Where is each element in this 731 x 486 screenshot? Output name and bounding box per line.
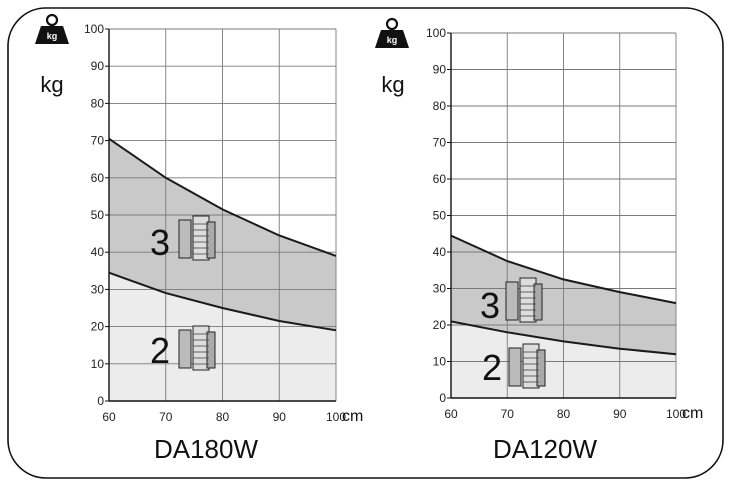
y-tick-label: 40 [433,245,447,259]
y-tick-label: 10 [91,357,105,371]
x-tick-label: 80 [216,410,230,424]
hinge-leaf-left [505,281,519,321]
y-tick-label: 100 [84,22,104,36]
x-tick-label: 70 [501,407,515,421]
y-tick-label: 0 [439,391,446,405]
y-tick-label: 70 [433,136,447,150]
x-tick-label: 100 [326,410,346,424]
y-tick-label: 10 [433,355,447,369]
weight-icon-body [35,26,69,44]
y-axis-unit: kg [381,72,404,97]
x-tick-label: 60 [444,407,458,421]
y-tick-label: 50 [91,208,105,222]
hinge-leaf-right [536,349,546,387]
y-tick-label: 40 [91,245,105,259]
weight-icon-ring [385,17,399,31]
y-tick-label: 30 [91,282,105,296]
band-label-3: 3 [480,285,500,326]
y-tick-label: 0 [97,394,104,408]
hinge-leaf-right [206,221,216,259]
y-tick-label: 80 [91,96,105,110]
chart-title: DA120W [493,434,597,464]
y-tick-label: 60 [433,172,447,186]
weight-icon-label: kg [387,35,398,45]
weight-icon-ring [45,13,59,27]
y-tick-label: 20 [433,318,447,332]
x-tick-label: 70 [159,410,173,424]
band-label-2: 2 [482,347,502,388]
y-tick-label: 100 [426,26,446,40]
band-2-curve [108,271,337,332]
y-tick-label: 20 [91,320,105,334]
band-label-3: 3 [150,222,170,263]
y-tick-label: 90 [433,63,447,77]
hinge-icon [508,343,546,389]
y-axis-unit: kg [40,72,63,97]
x-tick-label: 100 [666,407,686,421]
y-tick-label: 60 [91,171,105,185]
hinge-leaf-left [178,329,192,369]
band-3-curve [108,137,337,257]
hinge-icon [505,277,543,323]
x-tick-label: 90 [273,410,287,424]
hinge-icon [178,325,216,371]
band-3-curve [450,234,677,305]
x-tick-label: 80 [557,407,571,421]
x-tick-label: 60 [102,410,116,424]
hinge-leaf-right [206,331,216,369]
weight-icon: kg [375,17,409,48]
x-axis-unit: cm [682,405,703,422]
hinge-leaf-right [533,283,543,321]
hinge-leaf-left [178,219,192,259]
chart-title: DA180W [154,434,258,464]
y-tick-label: 50 [433,209,447,223]
hinge-icon [178,215,216,261]
hinge-leaf-left [508,347,522,387]
x-axis-unit: cm [342,408,363,425]
band-2-curve [450,320,677,356]
weight-icon-label: kg [47,31,58,41]
y-tick-label: 70 [91,134,105,148]
x-tick-label: 90 [613,407,627,421]
weight-icon-body [375,30,409,48]
y-tick-label: 30 [433,282,447,296]
y-tick-label: 90 [91,59,105,73]
band-label-2: 2 [150,330,170,371]
weight-icon: kg [35,13,69,44]
y-tick-label: 80 [433,99,447,113]
